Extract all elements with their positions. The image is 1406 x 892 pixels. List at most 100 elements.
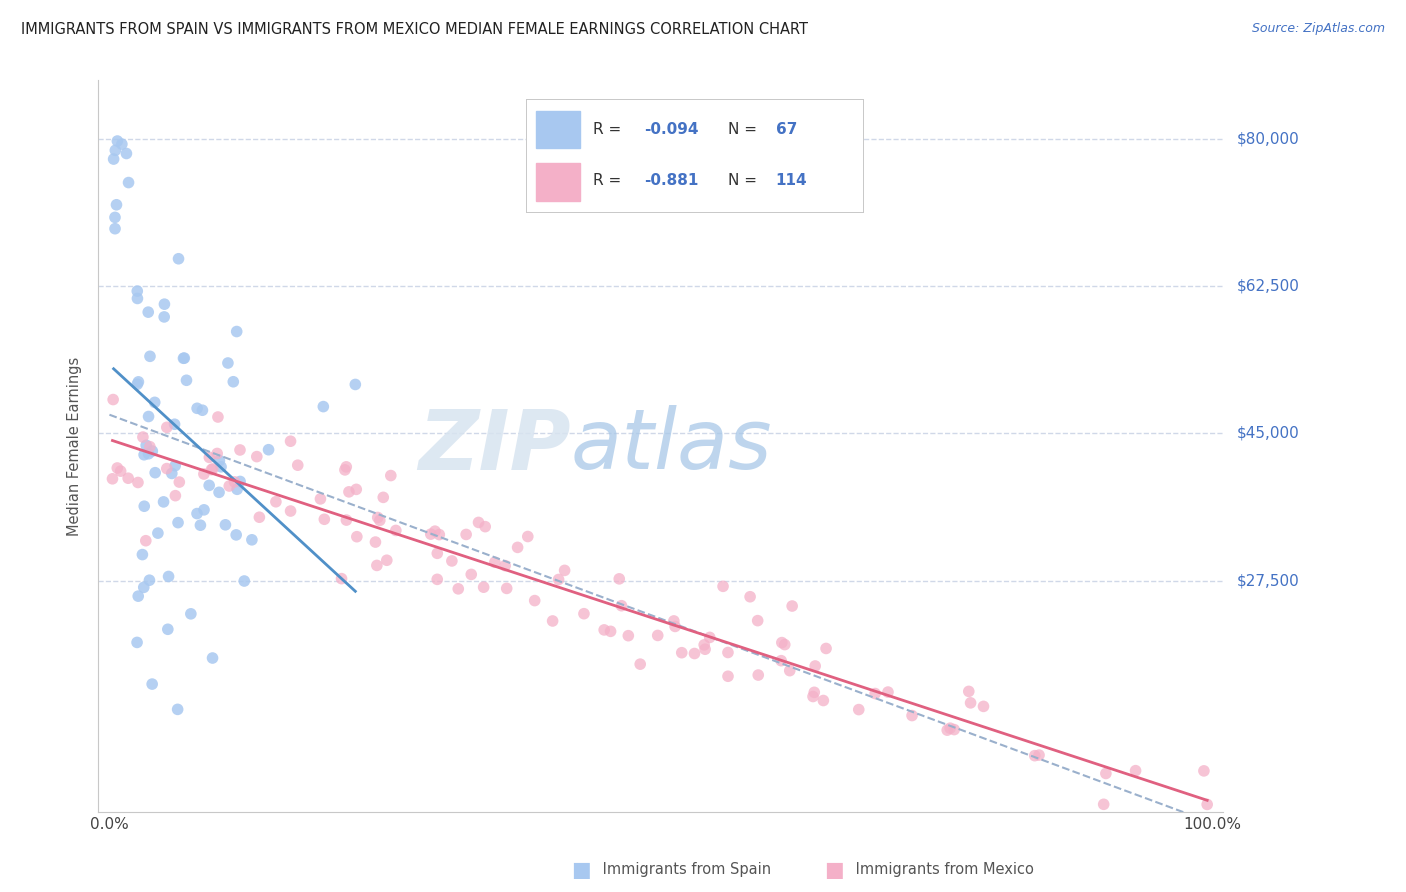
Point — [959, 696, 981, 710]
Point — [957, 684, 980, 698]
Point — [201, 651, 224, 665]
Point — [105, 198, 128, 212]
Point — [198, 478, 221, 492]
Point — [131, 548, 153, 562]
Point — [153, 297, 176, 311]
Point — [1192, 764, 1215, 778]
Point — [426, 572, 449, 586]
Text: ■: ■ — [824, 860, 844, 880]
Point — [229, 442, 252, 457]
Point — [104, 144, 127, 158]
Point — [1197, 797, 1219, 812]
Point — [717, 669, 740, 683]
Point — [628, 657, 651, 672]
Point — [166, 702, 188, 716]
Point — [346, 530, 368, 544]
Point — [103, 152, 125, 166]
Point — [138, 409, 160, 424]
Text: ■: ■ — [571, 860, 591, 880]
Point — [101, 392, 124, 407]
Point — [141, 677, 163, 691]
Point — [516, 529, 538, 543]
Point — [803, 685, 825, 699]
Point — [157, 569, 180, 583]
Point — [104, 221, 127, 235]
Point — [523, 593, 546, 607]
Point — [1092, 797, 1115, 812]
Point — [364, 535, 387, 549]
Point — [693, 638, 716, 652]
Point — [366, 558, 388, 573]
Point — [167, 252, 190, 266]
Point — [280, 504, 302, 518]
Point — [747, 614, 769, 628]
Point — [160, 467, 183, 481]
Point — [134, 500, 156, 514]
Point — [186, 401, 208, 416]
Point — [208, 453, 231, 467]
Point — [494, 558, 516, 573]
Point — [815, 641, 838, 656]
Point — [233, 574, 256, 588]
Point — [335, 513, 357, 527]
Point — [111, 137, 134, 152]
Point — [127, 292, 149, 306]
Point — [467, 516, 489, 530]
Point — [125, 635, 148, 649]
Point — [280, 434, 302, 449]
Point — [554, 563, 576, 577]
Point — [780, 599, 803, 613]
Point — [333, 463, 356, 477]
Point — [257, 442, 280, 457]
Point — [176, 373, 198, 387]
Point — [105, 134, 128, 148]
Point — [139, 440, 162, 454]
Point — [541, 614, 564, 628]
Point — [427, 527, 450, 541]
Text: $27,500: $27,500 — [1237, 573, 1301, 588]
Point — [135, 533, 157, 548]
Point — [495, 582, 517, 596]
Point — [901, 708, 924, 723]
Point — [936, 723, 959, 738]
Point — [1028, 747, 1050, 762]
Point — [153, 310, 176, 324]
Point — [717, 645, 740, 659]
Point — [226, 483, 249, 497]
Point — [440, 554, 463, 568]
Point — [423, 524, 446, 538]
Point — [117, 176, 139, 190]
Point — [127, 284, 149, 298]
Point — [447, 582, 470, 596]
Point — [779, 664, 801, 678]
Point — [214, 517, 236, 532]
Point — [773, 638, 796, 652]
Point — [110, 464, 132, 478]
Point — [141, 444, 163, 458]
Point — [240, 533, 263, 547]
Point — [344, 377, 367, 392]
Point — [1095, 766, 1118, 780]
Point — [209, 459, 232, 474]
Point — [165, 458, 187, 473]
Point — [156, 622, 179, 636]
Point — [127, 589, 149, 603]
Point — [813, 693, 835, 707]
Point — [201, 462, 224, 476]
Point — [191, 403, 214, 417]
Point — [139, 349, 162, 363]
Point — [472, 580, 495, 594]
Text: $80,000: $80,000 — [1237, 132, 1301, 146]
Point — [426, 546, 449, 560]
Point — [617, 629, 640, 643]
Point — [167, 516, 190, 530]
Point — [200, 462, 222, 476]
Point — [863, 687, 886, 701]
Point — [225, 325, 247, 339]
Point — [599, 624, 621, 639]
Point — [380, 468, 402, 483]
Point — [770, 654, 793, 668]
Point — [330, 572, 353, 586]
Point — [385, 524, 408, 538]
Point — [419, 527, 441, 541]
